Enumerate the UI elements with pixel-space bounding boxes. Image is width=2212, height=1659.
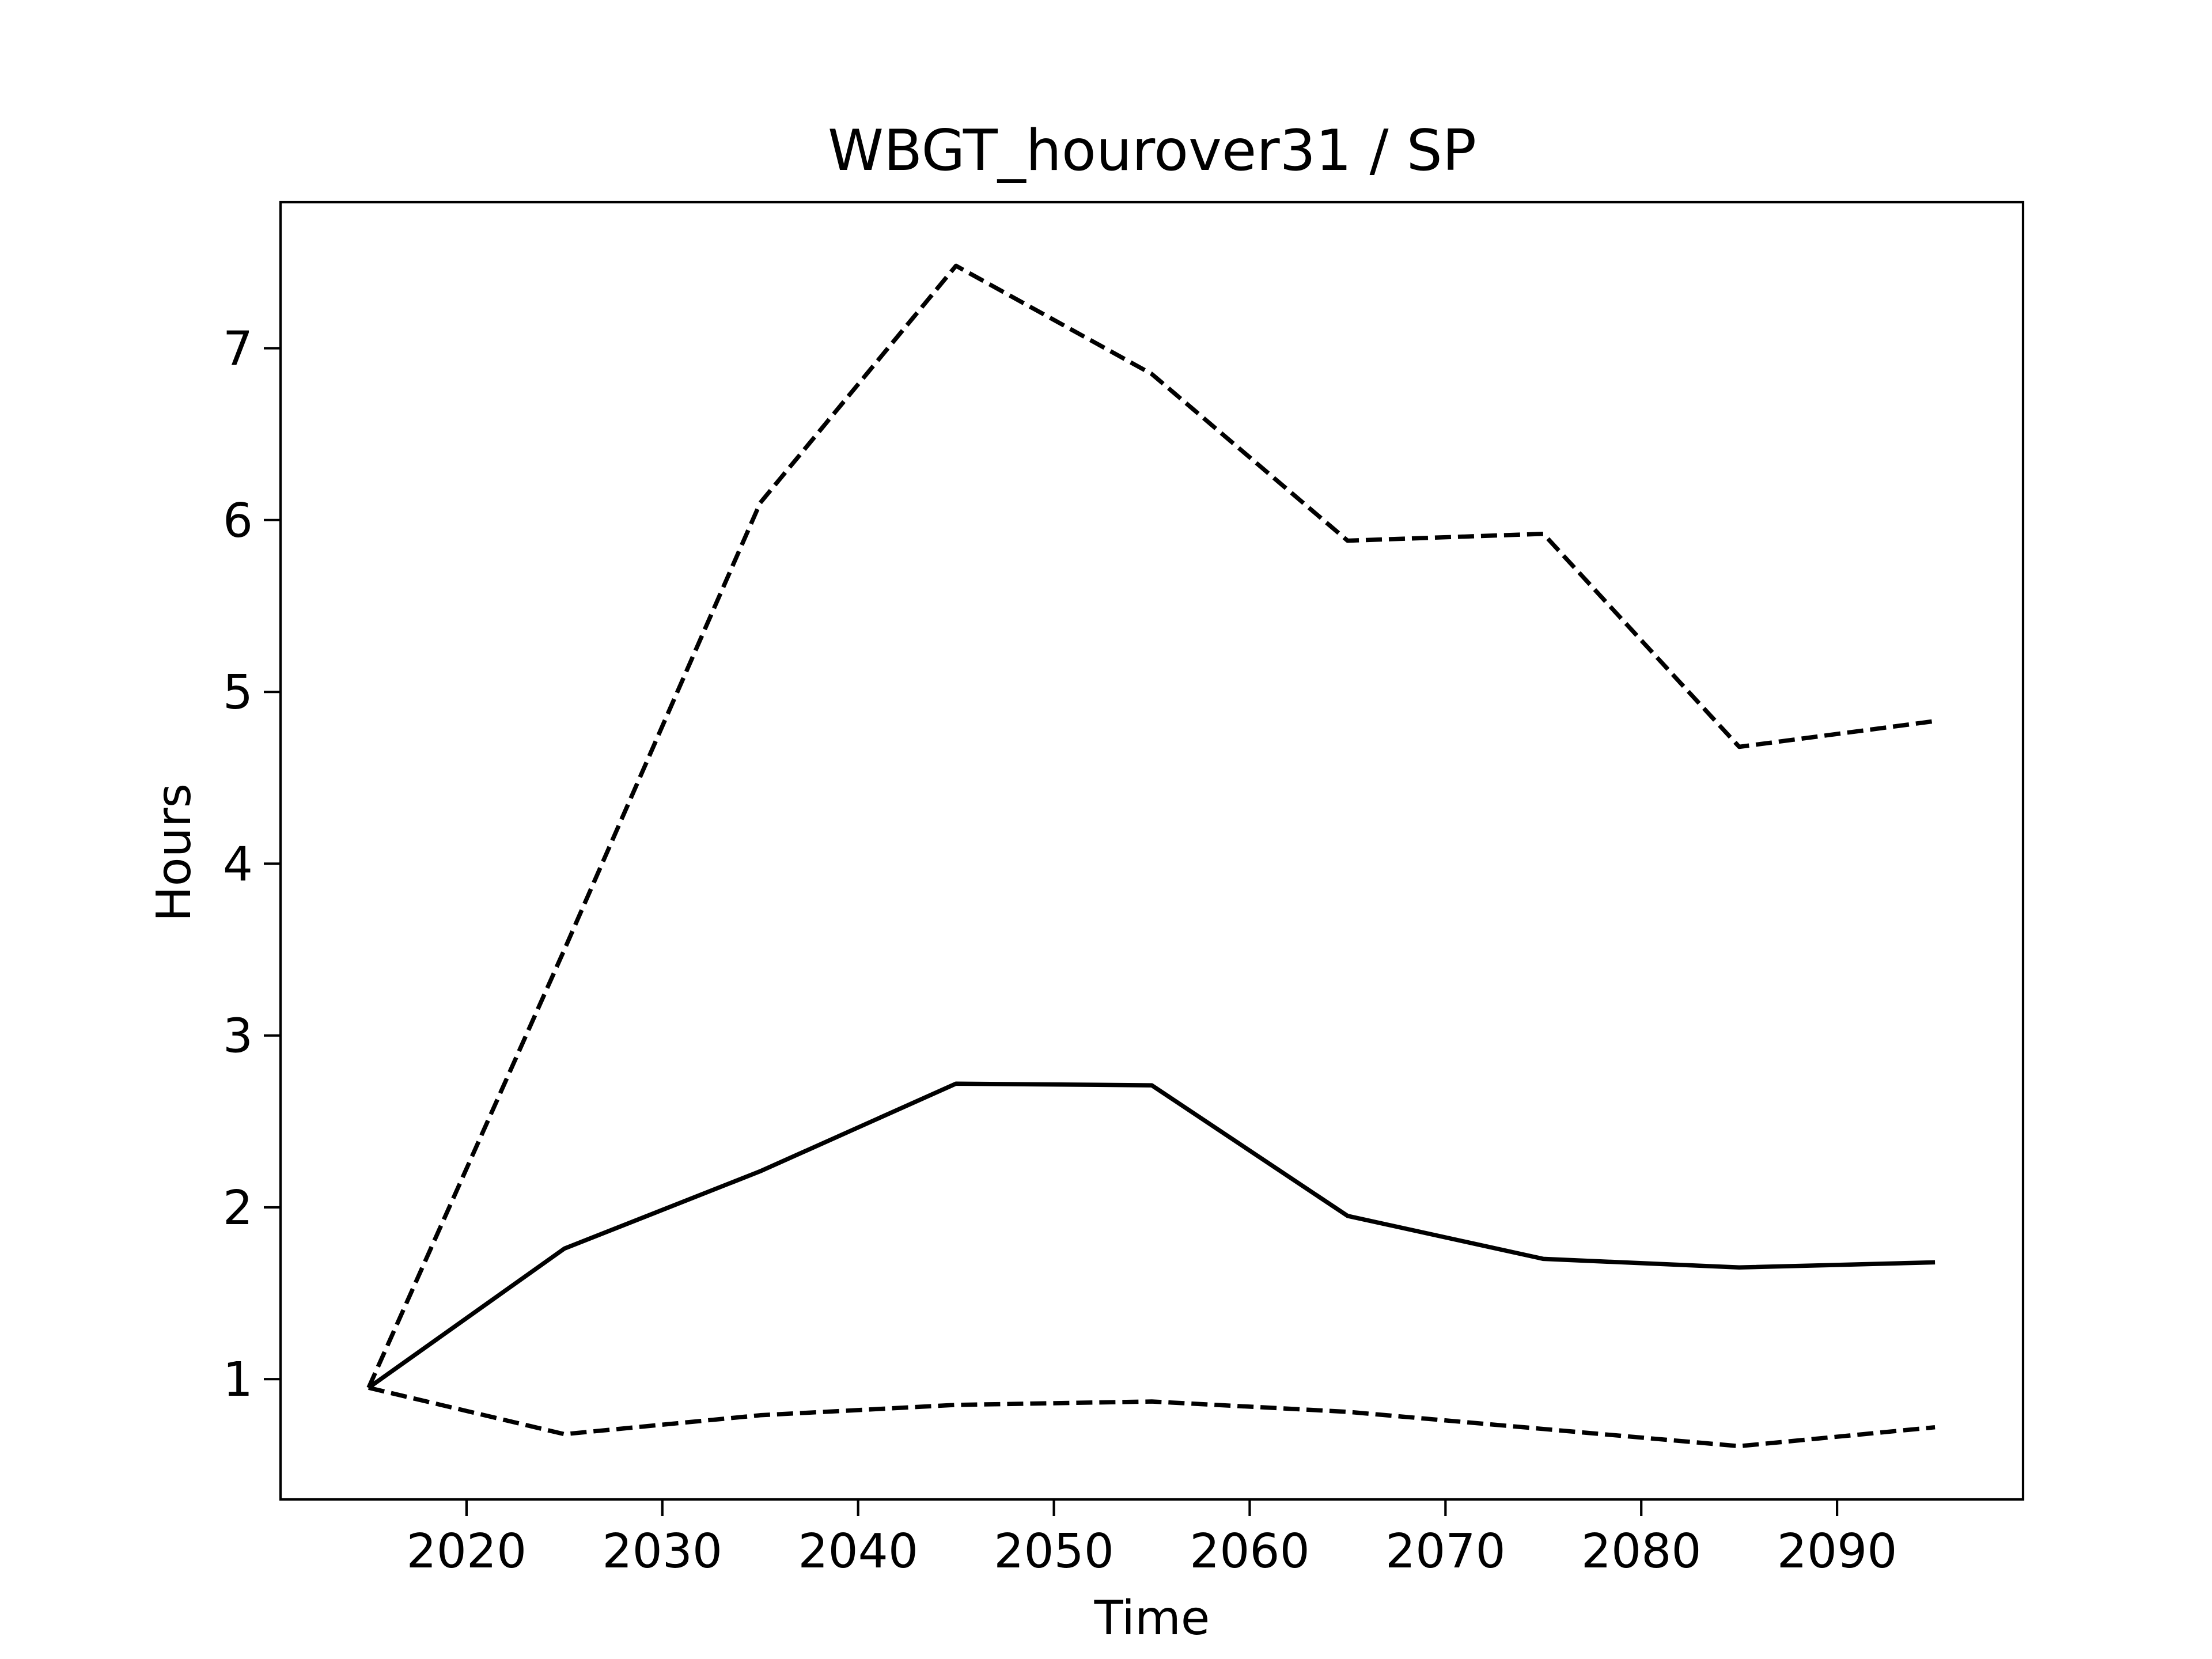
x-axis-ticks: 2020 2030 2040 2050 2060 2070 2080 2090 <box>407 1499 1897 1579</box>
x-tick-label: 2030 <box>602 1524 722 1579</box>
x-tick-label: 2080 <box>1581 1524 1702 1579</box>
x-tick-label: 2020 <box>407 1524 527 1579</box>
series-line-2 <box>367 1081 1936 1390</box>
series-layer <box>366 263 1936 1449</box>
y-tick-label: 4 <box>223 837 253 892</box>
chart-title: WBGT_hourover31 / SP <box>828 118 1476 184</box>
y-axis-label: Hours <box>147 783 202 922</box>
y-tick-label: 7 <box>223 322 253 377</box>
x-tick-label: 2050 <box>994 1524 1114 1579</box>
series-line-1 <box>366 263 1936 1389</box>
y-tick-label: 6 <box>223 494 253 548</box>
x-tick-label: 2090 <box>1777 1524 1897 1579</box>
plot-area-frame <box>279 200 2025 1501</box>
x-tick-label: 2040 <box>798 1524 918 1579</box>
x-tick-label: 2070 <box>1385 1524 1506 1579</box>
y-tick-label: 3 <box>223 1009 253 1064</box>
series-line-3 <box>368 1385 1936 1449</box>
x-tick-label: 2060 <box>1190 1524 1310 1579</box>
x-axis-label: Time <box>1094 1591 1210 1646</box>
y-tick-label: 1 <box>223 1353 253 1407</box>
y-tick-label: 5 <box>223 665 253 720</box>
y-tick-label: 2 <box>223 1181 253 1236</box>
y-axis-ticks: 1 2 3 4 5 6 7 <box>223 322 281 1407</box>
